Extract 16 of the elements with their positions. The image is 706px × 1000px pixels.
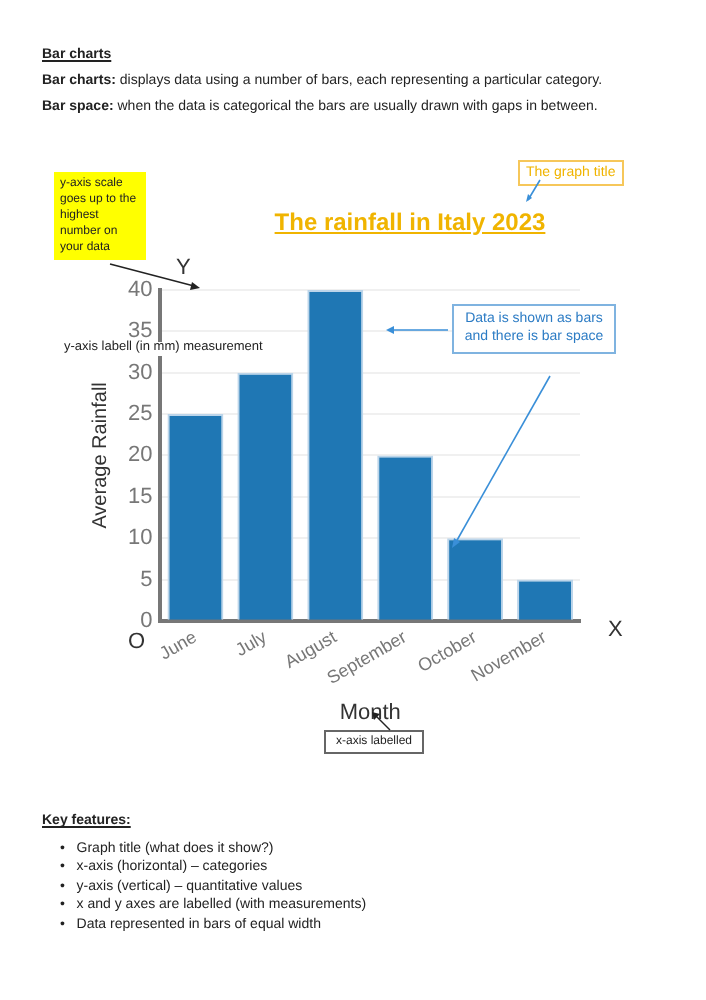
y-tick-label: 30 (127, 360, 153, 385)
text: Y (176, 254, 191, 284)
x-tick-label: July (232, 626, 271, 661)
y-tick-label: 25 (127, 402, 153, 427)
x-axis-title: Month (339, 700, 401, 725)
y-tick-label: 5 (140, 567, 153, 592)
y-axis-title: Average Rainfall (89, 382, 112, 529)
chart-title: The rainfall in Italy 2023 (272, 208, 548, 236)
y-tick-label: 40 (127, 278, 153, 303)
y-tick-label: 10 (127, 526, 153, 551)
y-tick-label: 0 (140, 608, 153, 633)
text: X (608, 616, 623, 646)
y-tick-label: 20 (127, 443, 153, 468)
y-tick-label: 15 (127, 484, 153, 509)
x-tick-label: June (156, 626, 200, 664)
text: O (128, 628, 146, 658)
